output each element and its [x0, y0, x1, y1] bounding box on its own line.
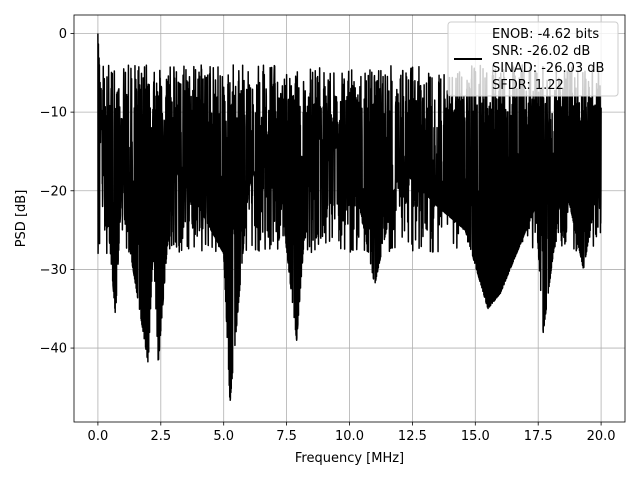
x-tick-label: 12.5 [398, 429, 427, 444]
x-tick-label: 17.5 [524, 429, 553, 444]
legend: ENOB: -4.62 bits SNR: -26.02 dB SINAD: -… [447, 21, 619, 97]
x-tick-label: 7.5 [276, 429, 297, 444]
y-tick-label: −20 [40, 184, 67, 199]
legend-box [447, 21, 619, 97]
y-tick-label: −40 [40, 342, 67, 357]
psd-series [97, 33, 602, 401]
y-tick-label: −10 [40, 106, 67, 121]
y-axis-ticks: 0 −10 −20 −30 −40 [40, 27, 74, 357]
y-tick-label: −30 [40, 263, 67, 278]
legend-enob: ENOB: -4.62 bits [492, 27, 599, 42]
legend-sinad: SINAD: -26.03 dB [492, 61, 604, 76]
x-tick-label: 2.5 [150, 429, 171, 444]
x-axis-ticks: 0.0 2.5 5.0 7.5 10.0 12.5 15.0 17.5 20.0 [88, 422, 616, 444]
x-tick-label: 10.0 [335, 429, 364, 444]
x-axis-label: Frequency [MHz] [295, 451, 404, 466]
x-tick-label: 0.0 [88, 429, 109, 444]
legend-sfdr: SFDR: 1.22 [492, 78, 564, 93]
legend-snr: SNR: -26.02 dB [492, 44, 590, 59]
y-axis-label: PSD [dB] [14, 190, 29, 248]
x-tick-label: 20.0 [587, 429, 616, 444]
x-tick-label: 5.0 [213, 429, 234, 444]
psd-line [97, 33, 602, 401]
x-tick-label: 15.0 [461, 429, 490, 444]
y-tick-label: 0 [59, 27, 67, 42]
